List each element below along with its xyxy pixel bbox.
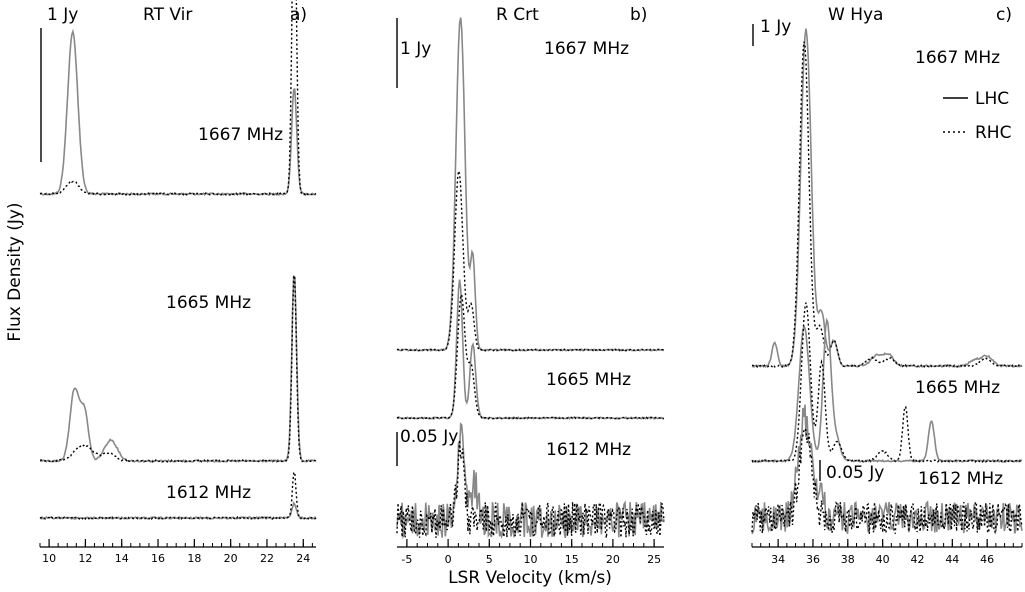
spectrum-line [751,404,1023,535]
spectrum-label-1665: 1665 MHz [546,370,631,390]
spectrum-label-1665: 1665 MHz [915,378,1000,398]
x-tick-label: 14 [115,552,129,565]
spectrum-line [751,28,1023,369]
spectrum-label-1612: 1612 MHz [918,469,1003,489]
spectrum-line [396,292,665,420]
x-tick-label: 12 [78,552,92,565]
x-tick-label: 10 [524,553,538,566]
legend-lhc-label: LHC [975,89,1009,109]
spectrum-line [40,275,317,464]
panel-letter: c) [996,5,1012,25]
spectrum-label-1665: 1665 MHz [166,293,251,313]
spectrum-line [39,471,317,521]
y-axis-label: Flux Density (Jy) [5,202,25,341]
x-tick-label: 24 [296,552,310,565]
spectrum-line [396,17,665,352]
x-tick-label: 20 [224,552,238,565]
spectrum-label-1612: 1612 MHz [166,483,251,503]
x-tick-label: 20 [606,553,620,566]
scale-bar-label: 1 Jy [400,39,431,59]
spectrum-label-1612: 1612 MHz [546,440,631,460]
panel-w-hya: 1 Jy W Hya c) 1667 MHz LHC RHC 1665 MHz … [760,5,1012,489]
x-tick-label: 0 [445,553,452,566]
spectrum-line [39,0,317,197]
panel-title: R Crt [496,5,539,25]
spectrum-line [752,41,1023,369]
x-tick-label: 34 [771,553,785,566]
spectrum-label-1667: 1667 MHz [198,125,283,145]
panel-rt-vir: 1 Jy RT Vir a) 1667 MHz 1665 MHz 1612 MH… [47,5,307,503]
spectrum-label-1667: 1667 MHz [915,48,1000,68]
panel-title: W Hya [828,5,883,25]
spectrum-label-1667: 1667 MHz [544,39,629,59]
x-tick-label: 36 [806,553,820,566]
scale-bar-label: 1 Jy [47,5,78,25]
panel-title: RT Vir [143,5,192,25]
spectrum-line [751,317,1023,464]
x-tick-label: 44 [945,553,959,566]
panel-letter: a) [290,5,307,25]
scale-bar-label-1612: 0.05 Jy [826,463,884,483]
spectrum-line [751,426,1023,536]
plot-layer: 10 12 14 16 18 20 22 24 -5 0 5 10 15 20 25 34 36 38 40 42 44… [39,0,1023,566]
scale-bar-label-1612: 0.05 Jy [400,427,458,447]
x-tick-label: 18 [187,552,201,565]
x-tick-label: 46 [980,553,994,566]
scale-bar-label: 1 Jy [760,17,791,37]
spectrum-line [39,28,317,197]
x-tick-label: 25 [647,553,661,566]
spectrum-line [396,170,665,352]
x-tick-label: 22 [260,552,274,565]
panel-r-crt: R Crt b) 1 Jy 1667 MHz 1665 MHz 0.05 Jy … [400,5,647,460]
x-tick-label: -5 [401,553,412,566]
spectrum-line [39,501,317,521]
panel-letter: b) [630,5,647,25]
x-tick-label: 16 [151,552,165,565]
x-tick-label: 42 [910,553,924,566]
legend-rhc-label: RHC [975,123,1011,143]
x-tick-label: 38 [841,553,855,566]
x-axis-label: LSR Velocity (km/s) [448,568,612,588]
x-tick-label: 10 [42,552,56,565]
x-tick-label: 40 [876,553,890,566]
x-tick-label: 5 [486,553,493,566]
x-tick-label: 15 [565,553,579,566]
